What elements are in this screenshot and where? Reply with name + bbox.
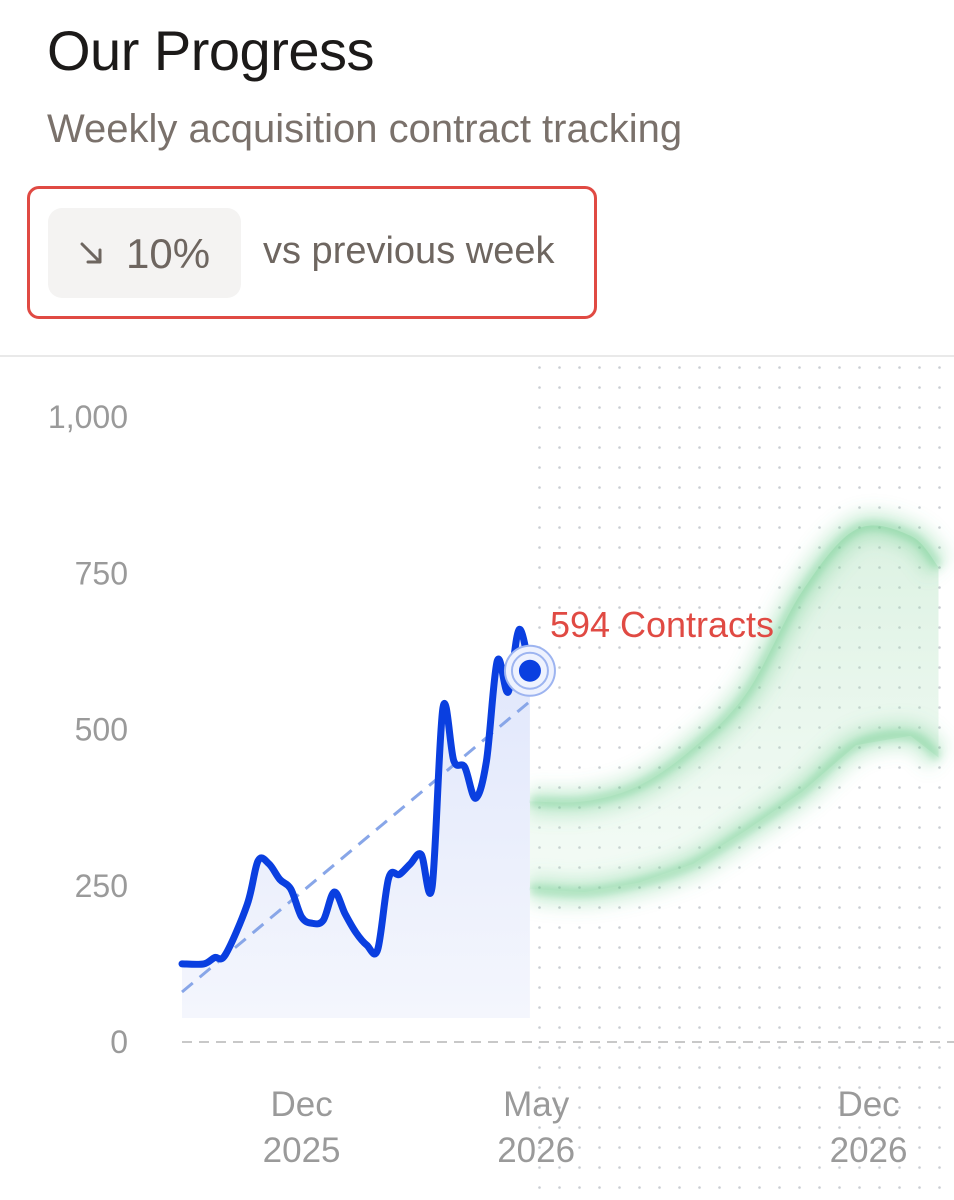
page-title: Our Progress	[47, 19, 375, 82]
x-tick-month: Dec	[837, 1085, 899, 1124]
actual-area	[182, 629, 530, 1018]
forecast-band	[442, 510, 951, 908]
forecast-lower-line	[529, 730, 942, 898]
y-tick-label: 1,000	[48, 399, 128, 435]
series-layer: 594 Contracts	[178, 604, 774, 1018]
y-tick-label: 750	[75, 555, 128, 591]
arrow-down-right-icon	[80, 242, 102, 264]
y-axis: 1,000 750 500 250 0	[48, 399, 128, 1060]
x-axis: Dec 2025 May 2026 Dec 2026	[263, 1085, 908, 1170]
annotation-label: 594 Contracts	[550, 604, 774, 645]
forecast-upper-line	[529, 520, 943, 808]
actual-line	[178, 625, 534, 968]
change-caption: vs previous week	[263, 230, 555, 272]
x-tick-year: 2025	[263, 1131, 341, 1170]
current-point[interactable]	[518, 659, 541, 682]
x-tick-year: 2026	[830, 1131, 908, 1170]
x-tick-month: May	[503, 1085, 570, 1124]
highlight-box	[27, 186, 597, 319]
divider	[0, 355, 954, 357]
trend-line	[181, 700, 531, 994]
progress-chart: 1,000 750 500 250 0 594 Contracts Dec 2025 May…	[48, 366, 954, 1200]
x-tick-year: 2026	[497, 1131, 575, 1170]
change-value: 10%	[126, 230, 211, 277]
y-tick-label: 250	[75, 868, 128, 904]
x-tick-month: Dec	[270, 1085, 332, 1124]
y-tick-label: 500	[75, 712, 128, 748]
y-tick-label: 0	[110, 1024, 128, 1060]
page-subtitle: Weekly acquisition contract tracking	[47, 107, 683, 151]
change-badge: 10%	[48, 208, 241, 298]
